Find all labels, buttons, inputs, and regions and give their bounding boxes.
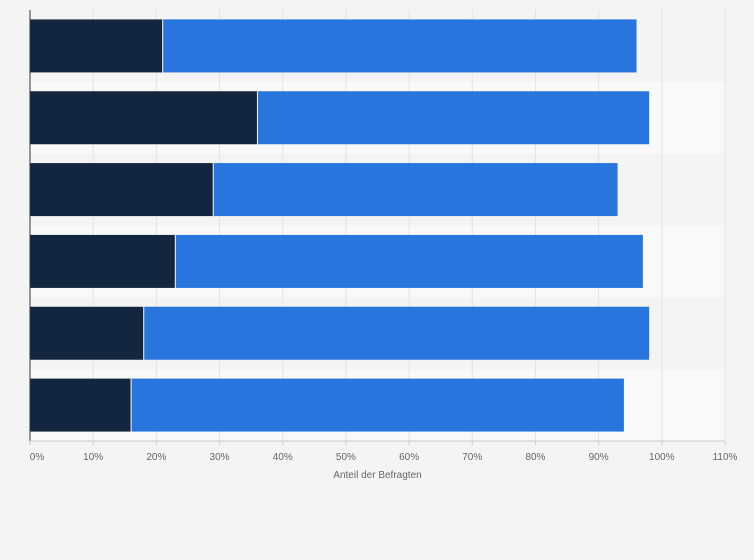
bar-segment-series-2 (143, 306, 650, 360)
x-tick-label: 70% (462, 452, 482, 463)
x-tick-label: 50% (336, 452, 356, 463)
bar-segment-series-1 (30, 91, 258, 145)
x-tick-label: 40% (273, 452, 293, 463)
bar-segment-series-1 (30, 234, 176, 288)
x-tick-label: 20% (146, 452, 166, 463)
bars (30, 19, 650, 432)
bar-segment-series-1 (30, 163, 214, 217)
x-tick-label: 110% (713, 452, 738, 463)
bar-segment-series-1 (30, 19, 163, 73)
x-tick-label: 100% (649, 452, 675, 463)
x-tick-label: 80% (525, 452, 545, 463)
bar-segment-series-2 (213, 163, 618, 217)
x-axis-title: Anteil der Befragten (333, 470, 421, 481)
x-tick-label: 60% (399, 452, 419, 463)
x-tick-label: 0% (30, 452, 45, 463)
bar-segment-series-2 (162, 19, 637, 73)
bar-segment-series-2 (175, 234, 643, 288)
x-tick-label: 10% (83, 452, 103, 463)
bar-segment-series-2 (257, 91, 650, 145)
axes (29, 10, 726, 445)
x-tick-label: 30% (210, 452, 230, 463)
x-tick-label: 90% (589, 452, 609, 463)
bar-segment-series-1 (30, 378, 132, 432)
bar-segment-series-1 (30, 306, 144, 360)
bar-segment-series-2 (131, 378, 624, 432)
x-tick-labels: 0% 10% 20% 30% 40% 50% 60% 70% 80% 90% 100% 110% (30, 452, 738, 463)
